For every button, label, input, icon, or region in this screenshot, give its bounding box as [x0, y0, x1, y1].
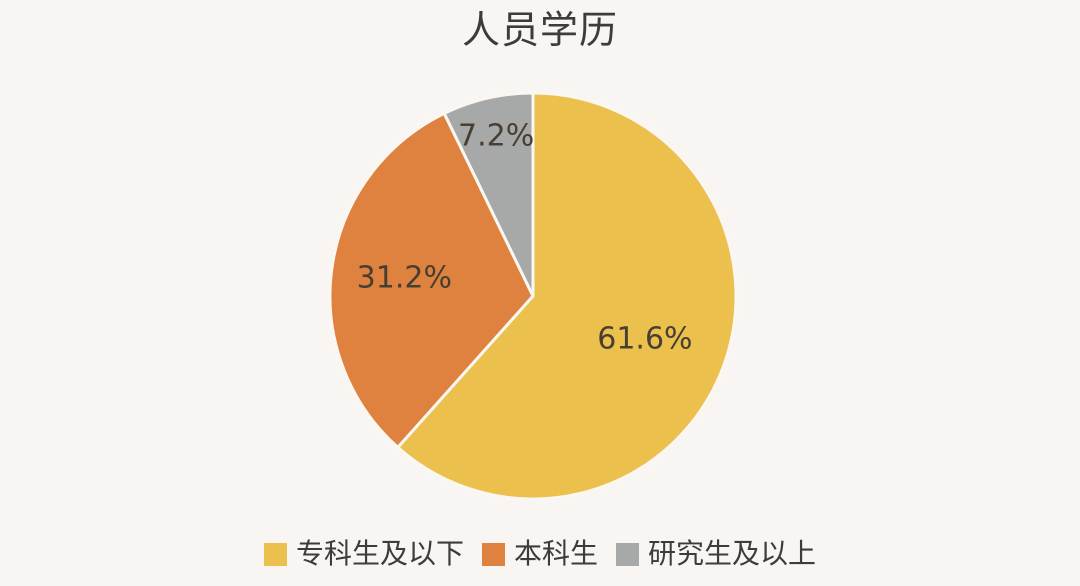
legend-swatch-icon	[263, 542, 287, 566]
legend-item-1: 专科生及以下	[263, 536, 464, 572]
legend-label: 专科生及以下	[295, 537, 464, 570]
pie-slice-2	[328, 111, 535, 449]
pie-slice-value-label-1: 61.6%	[597, 321, 693, 357]
legend-label: 研究生及以上	[648, 537, 817, 570]
legend-swatch-icon	[616, 542, 639, 566]
legend-swatch-icon	[481, 542, 505, 566]
chart-legend: 专科生及以下 本科生 研究生及以上	[0, 536, 1080, 572]
pie-slice-3	[442, 91, 535, 298]
legend-label: 本科生	[513, 537, 598, 570]
chart-title: 人员学历	[461, 8, 618, 52]
legend-item-3: 研究生及以上	[616, 536, 816, 572]
legend-item-2: 本科生	[481, 536, 598, 572]
pie-slice-value-label-3: 7.2%	[457, 118, 535, 154]
pie-slice-1	[396, 91, 738, 501]
pie-slice-value-label-2: 31.2%	[356, 260, 452, 296]
